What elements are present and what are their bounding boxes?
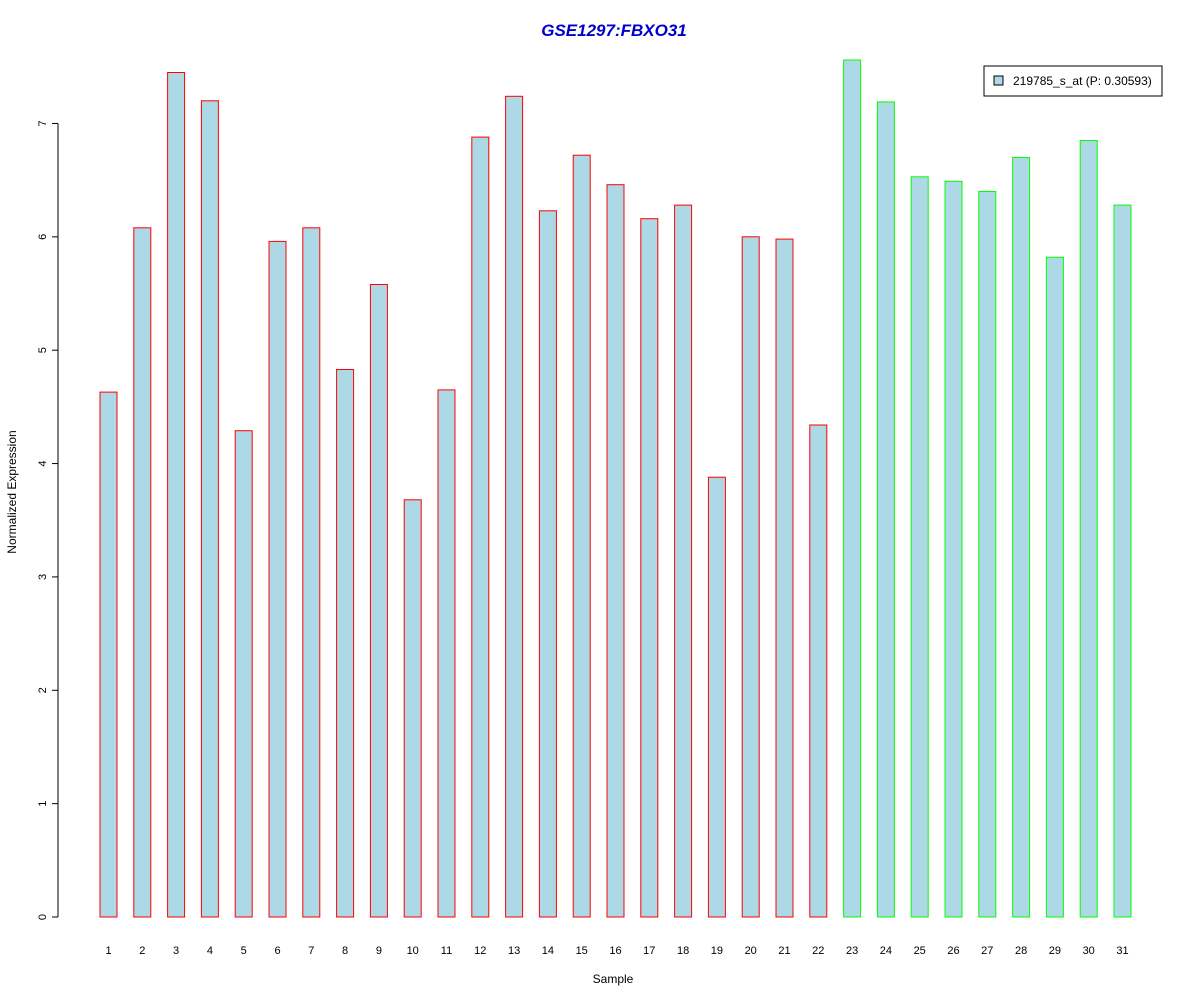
- x-tick-labels: 1 2 3 4 5 6 7 8 9 10 11 12 13 14 15 16 17 18 19 20 21 22 23 24 2…: [105, 945, 1128, 957]
- legend-label: 219785_s_at (P: 0.30593): [1013, 74, 1152, 88]
- bar-sample-25: [910, 176, 929, 918]
- bar-sample-11: [437, 389, 456, 918]
- bar-sample-16: [606, 184, 625, 918]
- x-tick-label: 10: [407, 945, 419, 957]
- x-axis-label: Sample: [593, 972, 634, 986]
- y-axis: 0 1 2 3 4 5 6 7: [37, 120, 59, 920]
- x-tick-label: 5: [241, 945, 247, 957]
- bar-sample-1: [99, 391, 118, 918]
- chart-title: GSE1297:FBXO31: [541, 21, 687, 40]
- x-tick-label: 13: [508, 945, 520, 957]
- bar-sample-4: [200, 100, 219, 918]
- bar-sample-6: [268, 240, 287, 918]
- x-tick-label: 21: [778, 945, 790, 957]
- bar-sample-15: [572, 154, 591, 918]
- y-axis-label: Normalized Expression: [5, 430, 19, 553]
- bar-sample-29: [1045, 256, 1064, 918]
- bar-sample-8: [336, 369, 355, 918]
- y-tick-label: 4: [37, 460, 49, 466]
- bar-sample-23: [843, 59, 862, 918]
- x-tick-label: 22: [812, 945, 824, 957]
- x-tick-label: 20: [745, 945, 757, 957]
- x-tick-label: 12: [474, 945, 486, 957]
- bar-sample-3: [167, 72, 186, 918]
- bar-sample-10: [403, 499, 422, 918]
- x-tick-label: 9: [376, 945, 382, 957]
- x-tick-label: 14: [542, 945, 554, 957]
- x-tick-label: 19: [711, 945, 723, 957]
- y-tick-label: 0: [37, 914, 49, 920]
- y-tick-label: 6: [37, 234, 49, 240]
- x-tick-label: 24: [880, 945, 892, 957]
- bar-sample-20: [741, 236, 760, 918]
- x-tick-label: 3: [173, 945, 179, 957]
- x-tick-label: 2: [139, 945, 145, 957]
- x-tick-label: 4: [207, 945, 213, 957]
- x-tick-label: 30: [1083, 945, 1095, 957]
- bar-sample-22: [809, 424, 828, 918]
- y-tick-label: 2: [37, 687, 49, 693]
- y-tick-label: 3: [37, 574, 49, 580]
- bar-sample-2: [133, 227, 152, 918]
- x-tick-label: 25: [914, 945, 926, 957]
- x-tick-label: 15: [576, 945, 588, 957]
- bar-sample-24: [876, 101, 895, 918]
- bar-sample-31: [1113, 204, 1132, 918]
- legend-box: [983, 65, 1163, 97]
- y-tick-label: 7: [37, 120, 49, 126]
- bar-sample-9: [369, 284, 388, 918]
- x-tick-label: 18: [677, 945, 689, 957]
- bar-sample-14: [538, 210, 557, 918]
- x-tick-label: 11: [441, 945, 452, 957]
- bar-sample-13: [505, 95, 524, 918]
- bar-sample-28: [1012, 157, 1031, 918]
- x-tick-label: 26: [947, 945, 959, 957]
- bar-sample-5: [234, 430, 253, 918]
- y-tick-label: 5: [37, 347, 49, 353]
- x-tick-label: 27: [981, 945, 993, 957]
- bar-sample-17: [640, 218, 659, 918]
- bar-sample-19: [707, 476, 726, 918]
- bar-sample-30: [1079, 140, 1098, 918]
- x-tick-label: 7: [308, 945, 314, 957]
- legend-swatch: [993, 75, 1004, 86]
- x-tick-label: 31: [1116, 945, 1128, 957]
- legend: 219785_s_at (P: 0.30593): [983, 65, 1163, 97]
- bar-sample-12: [471, 136, 490, 918]
- y-tick-label: 1: [37, 801, 49, 807]
- x-tick-label: 23: [846, 945, 858, 957]
- bar-sample-7: [302, 227, 321, 918]
- x-tick-label: 6: [274, 945, 280, 957]
- x-tick-label: 28: [1015, 945, 1027, 957]
- x-tick-label: 29: [1049, 945, 1061, 957]
- bar-sample-27: [978, 191, 997, 918]
- bars-group: [99, 59, 1132, 918]
- x-tick-label: 16: [609, 945, 621, 957]
- x-tick-label: 17: [643, 945, 655, 957]
- bar-sample-21: [775, 238, 794, 918]
- x-tick-label: 8: [342, 945, 348, 957]
- x-tick-label: 1: [105, 945, 111, 957]
- bar-sample-18: [674, 204, 693, 918]
- bar-sample-26: [944, 180, 963, 918]
